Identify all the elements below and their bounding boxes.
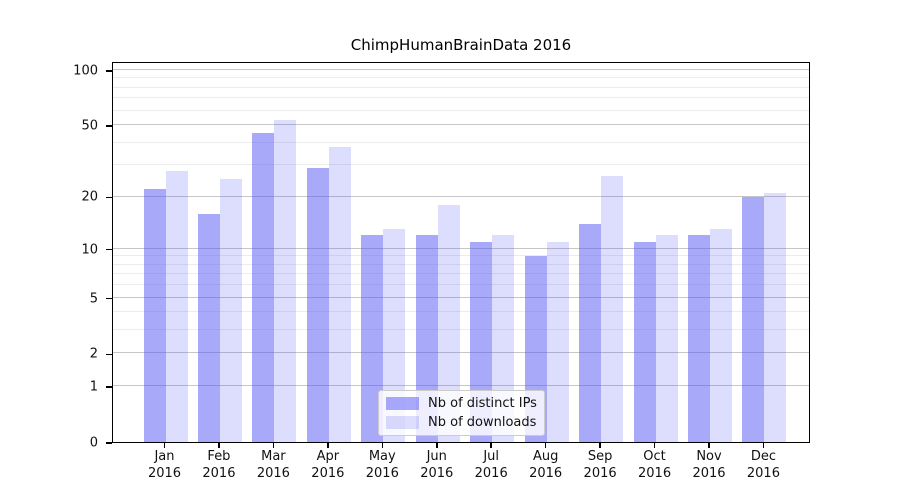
x-tick-label-sep: Sep 2016 bbox=[583, 449, 617, 481]
gridline-minor-80 bbox=[113, 86, 809, 88]
bar-downloads-may bbox=[383, 229, 406, 442]
gridline-minor-40 bbox=[113, 141, 809, 143]
gridline-major-100 bbox=[113, 68, 809, 70]
y-tick-label-50: 50 bbox=[81, 118, 98, 134]
x-tick-mark-may bbox=[381, 443, 384, 448]
x-tick-label-aug: Aug 2016 bbox=[529, 449, 563, 481]
bar-distinct-ips-feb bbox=[197, 213, 220, 442]
bar-distinct-ips-apr bbox=[306, 167, 329, 442]
gridline-minor-60 bbox=[113, 109, 809, 111]
legend-label-downloads: Nb of downloads bbox=[428, 415, 537, 430]
legend-swatch-downloads bbox=[386, 416, 419, 429]
x-tick-mark-apr bbox=[327, 443, 329, 448]
legend-swatch-distinct-ips bbox=[386, 397, 419, 410]
gridline-minor-9 bbox=[113, 255, 809, 257]
x-tick-label-nov: Nov 2016 bbox=[692, 449, 726, 481]
legend-entry-distinct-ips: Nb of distinct IPs bbox=[386, 396, 537, 411]
y-tick-mark-2 bbox=[106, 353, 112, 356]
bar-downloads-jan bbox=[165, 170, 188, 442]
y-tick-label-100: 100 bbox=[73, 63, 98, 79]
x-tick-label-feb: Feb 2016 bbox=[202, 449, 236, 481]
x-tick-label-oct: Oct 2016 bbox=[638, 449, 672, 481]
bar-distinct-ips-sep bbox=[579, 223, 602, 442]
bar-distinct-ips-dec bbox=[742, 196, 765, 442]
legend-entry-downloads: Nb of downloads bbox=[386, 415, 536, 430]
gridline-major-2 bbox=[113, 352, 809, 354]
gridline-minor-4 bbox=[113, 311, 809, 313]
bar-downloads-sep bbox=[601, 176, 624, 442]
legend-label-distinct-ips: Nb of distinct IPs bbox=[428, 396, 537, 411]
bar-downloads-feb bbox=[219, 179, 242, 442]
bar-distinct-ips-oct bbox=[633, 241, 656, 442]
x-tick-mark-sep bbox=[599, 443, 601, 448]
x-tick-label-jan: Jan 2016 bbox=[147, 449, 182, 481]
y-tick-mark-20 bbox=[106, 196, 112, 199]
plot-area bbox=[112, 62, 810, 443]
y-tick-mark-0 bbox=[106, 442, 112, 444]
x-tick-label-apr: Apr 2016 bbox=[311, 449, 345, 481]
gridline-minor-70 bbox=[113, 97, 809, 99]
bar-downloads-aug bbox=[546, 241, 569, 442]
bar-downloads-dec bbox=[764, 192, 787, 442]
y-tick-label-10: 10 bbox=[81, 242, 98, 258]
gridline-minor-90 bbox=[113, 77, 809, 79]
x-tick-label-mar: Mar 2016 bbox=[256, 449, 290, 481]
bar-downloads-oct bbox=[655, 235, 678, 442]
x-tick-mark-mar bbox=[272, 443, 275, 448]
gridline-minor-8 bbox=[113, 263, 809, 265]
x-tick-mark-jun bbox=[436, 443, 438, 448]
bar-distinct-ips-nov bbox=[688, 235, 710, 442]
y-tick-mark-10 bbox=[106, 248, 112, 251]
y-tick-mark-5 bbox=[106, 297, 112, 300]
bar-downloads-apr bbox=[328, 146, 351, 442]
x-tick-mark-jul bbox=[490, 443, 492, 448]
legend: Nb of distinct IPs Nb of downloads bbox=[378, 390, 545, 436]
gridline-minor-3 bbox=[113, 329, 809, 331]
gridline-major-5 bbox=[113, 296, 809, 298]
bar-downloads-nov bbox=[710, 229, 732, 442]
x-tick-mark-jan bbox=[163, 443, 166, 448]
y-tick-mark-1 bbox=[106, 386, 112, 388]
y-tick-label-1: 1 bbox=[89, 379, 98, 395]
x-tick-label-jul: Jul 2016 bbox=[474, 449, 508, 481]
bar-downloads-jun bbox=[437, 204, 460, 442]
bar-downloads-mar bbox=[274, 120, 297, 442]
y-tick-label-2: 2 bbox=[89, 346, 98, 362]
bar-distinct-ips-mar bbox=[252, 133, 275, 442]
gridline-major-10 bbox=[113, 247, 809, 249]
x-tick-label-dec: Dec 2016 bbox=[746, 449, 780, 481]
x-tick-mark-nov bbox=[708, 443, 710, 448]
chart-title: ChimpHumanBrainData 2016 bbox=[350, 36, 572, 54]
x-tick-mark-dec bbox=[762, 443, 765, 448]
gridline-major-20 bbox=[113, 195, 809, 197]
x-tick-label-jun: Jun 2016 bbox=[420, 449, 454, 481]
x-tick-mark-aug bbox=[544, 443, 547, 448]
gridline-minor-6 bbox=[113, 284, 809, 286]
y-tick-mark-100 bbox=[106, 70, 112, 72]
gridline-minor-30 bbox=[113, 164, 809, 166]
gridline-minor-7 bbox=[113, 273, 809, 275]
bar-distinct-ips-may bbox=[361, 235, 384, 442]
y-tick-label-5: 5 bbox=[89, 291, 98, 306]
x-tick-mark-oct bbox=[653, 443, 656, 448]
y-tick-mark-50 bbox=[106, 125, 112, 127]
y-tick-label-0: 0 bbox=[89, 435, 98, 451]
x-tick-mark-feb bbox=[218, 443, 220, 448]
gridline-major-50 bbox=[113, 123, 809, 125]
bar-distinct-ips-jan bbox=[143, 189, 166, 442]
x-tick-label-may: May 2016 bbox=[365, 449, 399, 481]
y-tick-label-20: 20 bbox=[81, 189, 98, 205]
gridline-major-1 bbox=[113, 385, 809, 387]
